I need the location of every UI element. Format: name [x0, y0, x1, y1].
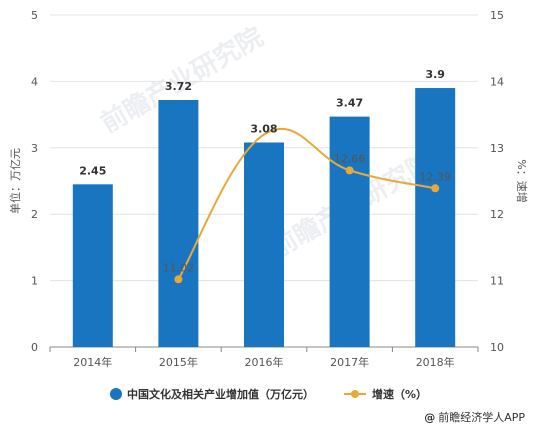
x-tick-label: 2014年: [73, 355, 112, 369]
y-left-tick: 0: [31, 341, 38, 354]
bar-value-label: 2.45: [79, 164, 106, 177]
y-right-tick: 10: [490, 341, 504, 354]
legend: 中国文化及相关产业增加值（万亿元） 增速（%）: [110, 387, 427, 401]
legend-bar-marker: [110, 388, 122, 400]
x-tick-label: 2017年: [330, 355, 369, 369]
growth-value-label: 12.39: [419, 170, 451, 183]
legend-line-dot: [351, 390, 359, 398]
y-left-tick: 3: [31, 142, 38, 155]
growth-line: [174, 127, 440, 284]
legend-bar-label: 中国文化及相关产业增加值（万亿元）: [127, 387, 314, 401]
growth-point: [345, 166, 354, 175]
y-right-tick: 12: [490, 208, 504, 221]
growth-line-path: [177, 127, 436, 280]
legend-line-label: 增速（%）: [372, 387, 427, 401]
growth-value-label: 12.66: [334, 152, 366, 165]
credit-text: 前瞻经济学人APP: [438, 411, 525, 424]
bar-value-label: 3.47: [336, 97, 363, 110]
y-left-title: 单位：万亿元: [8, 148, 22, 214]
bar: [329, 116, 370, 347]
x-tick-label: 2018年: [416, 355, 455, 369]
data-labels: 2.45 3.72 3.08 3.47 3.9 11.02 12.66 12.39: [79, 68, 451, 274]
at-symbol: @: [424, 411, 436, 424]
growth-point: [174, 275, 183, 284]
bar-value-label: 3.9: [425, 68, 445, 81]
bar: [415, 88, 456, 347]
y-left-tick: 5: [31, 9, 38, 22]
source-credit: @ 前瞻经济学人APP: [424, 409, 525, 425]
y-right-tick: 14: [490, 75, 504, 88]
bars: [72, 88, 456, 347]
y-right-title: %：速增: [515, 159, 529, 202]
bar: [244, 142, 284, 347]
x-tick-label: 2016年: [245, 355, 284, 369]
growth-value-label: 11.02: [163, 261, 195, 274]
y-right-tick: 15: [490, 9, 504, 22]
bar: [158, 99, 199, 347]
bar-value-label: 3.72: [165, 80, 192, 93]
y-left-tick: 2: [31, 208, 38, 221]
y-left-tick: 4: [31, 75, 38, 88]
y-right-tick: 13: [490, 142, 504, 155]
x-tick-label: 2015年: [159, 355, 198, 369]
bar: [72, 184, 113, 347]
y-right-tick: 11: [490, 275, 504, 288]
y-left-tick: 1: [31, 275, 38, 288]
bar-value-label: 3.08: [250, 122, 277, 135]
growth-point: [431, 184, 440, 193]
